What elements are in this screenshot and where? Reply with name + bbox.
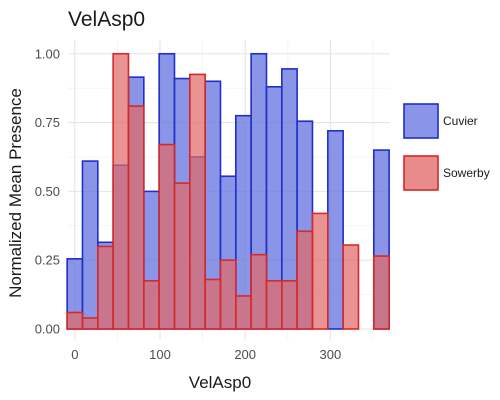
bar-sowerby-72 [127,105,145,330]
chart-title: VelAsp0 [68,8,145,31]
x-tick-label: 300 [320,347,342,362]
bar-cuvier-306 [327,130,344,330]
bar-sowerby-0 [66,311,84,330]
bar-sowerby-54 [112,52,130,330]
bar-sowerby-234 [265,280,283,330]
series-sowerby [66,52,390,330]
bar-sowerby-270 [296,230,314,330]
bar-sowerby-18 [81,317,99,330]
y-tick-label: 0.25 [35,253,60,268]
legend-label: Cuvier [443,114,478,128]
x-axis-title: VelAsp0 [189,373,251,392]
legend-key [403,155,439,191]
bar-sowerby-162 [204,278,222,330]
legend: Cuvier Sowerby [403,103,490,191]
bar-sowerby-144 [189,73,206,330]
bars [66,52,390,330]
bar-cuvier-18 [81,160,99,330]
legend-key [403,103,439,139]
bar-sowerby-360 [373,255,390,330]
x-tick-label: 100 [149,347,171,362]
ticks: 0.00 0.25 0.50 0.75 1.00 0 100 200 300 [35,46,342,362]
y-axis-title: Normalized Mean Presence [6,88,25,298]
bar-sowerby-180 [219,259,237,330]
bar-sowerby-198 [235,295,252,330]
legend-item-sowerby: Sowerby [403,155,490,191]
bar-sowerby-36 [97,245,114,330]
legend-item-cuvier: Cuvier [403,103,478,139]
bar-sowerby-252 [281,280,298,330]
bar-sowerby-288 [311,212,329,330]
bar-sowerby-324 [342,244,360,330]
y-tick-label: 0.75 [35,115,60,130]
bar-sowerby-126 [173,182,191,330]
bar-sowerby-216 [250,253,268,330]
x-tick-label: 0 [71,347,78,362]
x-tick-label: 200 [234,347,256,362]
bar-sowerby-108 [158,143,176,330]
y-tick-label: 1.00 [35,46,60,61]
y-tick-label: 0.00 [35,321,60,336]
legend-label: Sowerby [443,166,490,180]
y-tick-label: 0.50 [35,184,60,199]
bar-sowerby-90 [143,280,160,330]
